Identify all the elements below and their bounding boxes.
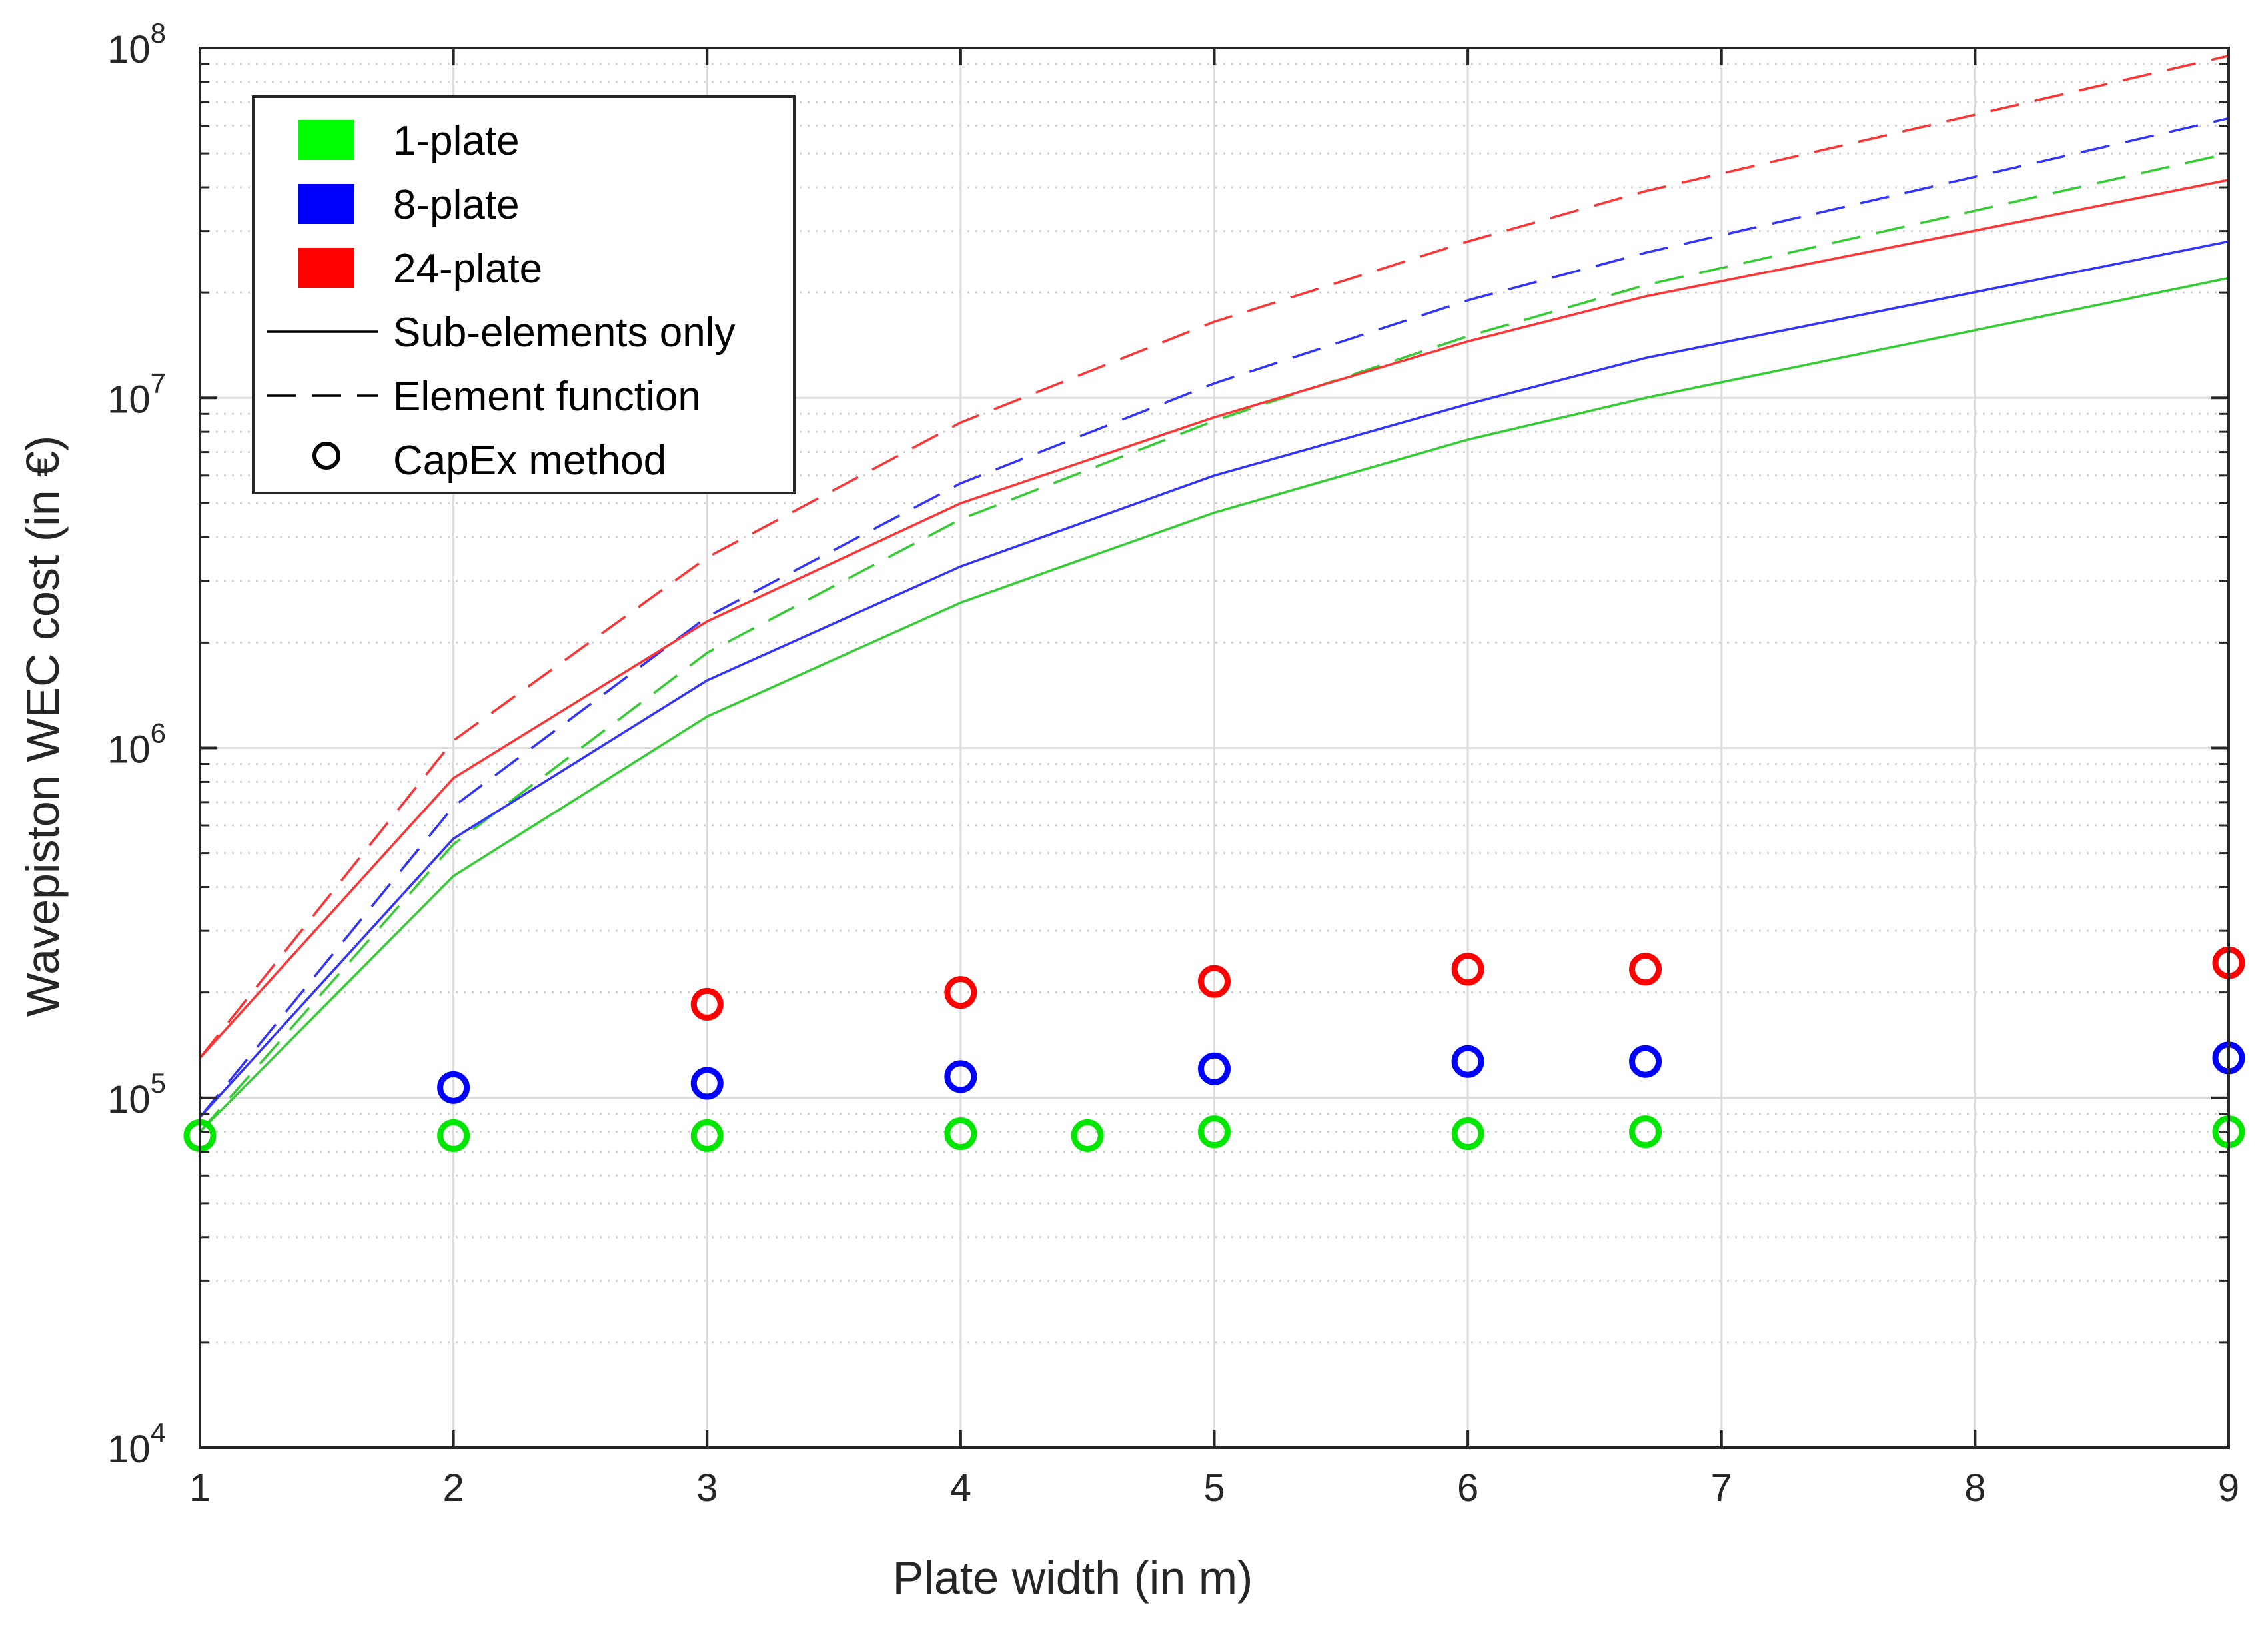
sub-elements-line [199,179,2229,1059]
legend-label: 8-plate [393,182,520,228]
y-tick-label: 104 [107,1417,166,1471]
capex-marker [1451,1045,1484,1078]
tick-labels: 104 105 106 107 108 1 2 3 4 5 6 7 8 9 [107,17,2239,1510]
element-function-line [199,54,2229,1059]
capex-marker [690,987,724,1021]
series-layer [183,54,2245,1152]
x-tick-label: 6 [1457,1466,1478,1510]
capex-marker [1629,953,1662,986]
legend-label: CapEx method [393,438,666,484]
x-axis-title: Plate width (in m) [893,1552,1253,1604]
legend-label: 1-plate [393,118,520,164]
legend-swatch [298,248,354,288]
capex-marker [437,1119,470,1152]
capex-marker [1198,1115,1231,1149]
legend-label: Element function [393,374,701,420]
x-tick-label: 9 [2218,1466,2239,1510]
x-tick-label: 5 [1203,1466,1225,1510]
x-tick-label: 4 [950,1466,971,1510]
capex-marker [944,1060,977,1093]
capex-marker [944,976,977,1009]
x-tick-label: 7 [1711,1466,1732,1510]
x-tick-label: 8 [1964,1466,1985,1510]
sub-elements-line [199,276,2229,1133]
legend-swatch [298,120,354,160]
capex-marker [1629,1115,1662,1149]
sub-elements-line [199,240,2229,1119]
capex-marker [690,1067,724,1100]
capex-marker [944,1117,977,1151]
element-function-line [199,117,2229,1119]
y-tick-label: 105 [107,1067,166,1121]
y-tick-label: 106 [107,718,166,772]
capex-marker [1071,1119,1104,1152]
capex-marker [1629,1045,1662,1078]
legend-marker [312,442,340,470]
legend-label: Sub-elements only [393,310,736,356]
y-axis-title: Wavepiston WEC cost (in €) [17,436,69,1017]
capex-marker [1198,1052,1231,1085]
capex-marker [437,1071,470,1104]
legend-swatch [298,184,354,224]
x-tick-label: 1 [189,1466,211,1510]
y-tick-label: 107 [107,367,166,421]
legend-box [252,95,796,494]
y-tick-label: 108 [107,17,166,71]
capex-marker [1198,965,1231,998]
capex-marker [1451,953,1484,986]
legend: 1-plate 8-plate 24-plate Sub-elements only E… [252,95,796,494]
capex-marker [1451,1117,1484,1151]
ticks [199,47,2230,1449]
capex-marker [690,1119,724,1152]
x-tick-label: 2 [442,1466,464,1510]
x-tick-label: 3 [696,1466,718,1510]
legend-label: 24-plate [393,246,542,292]
